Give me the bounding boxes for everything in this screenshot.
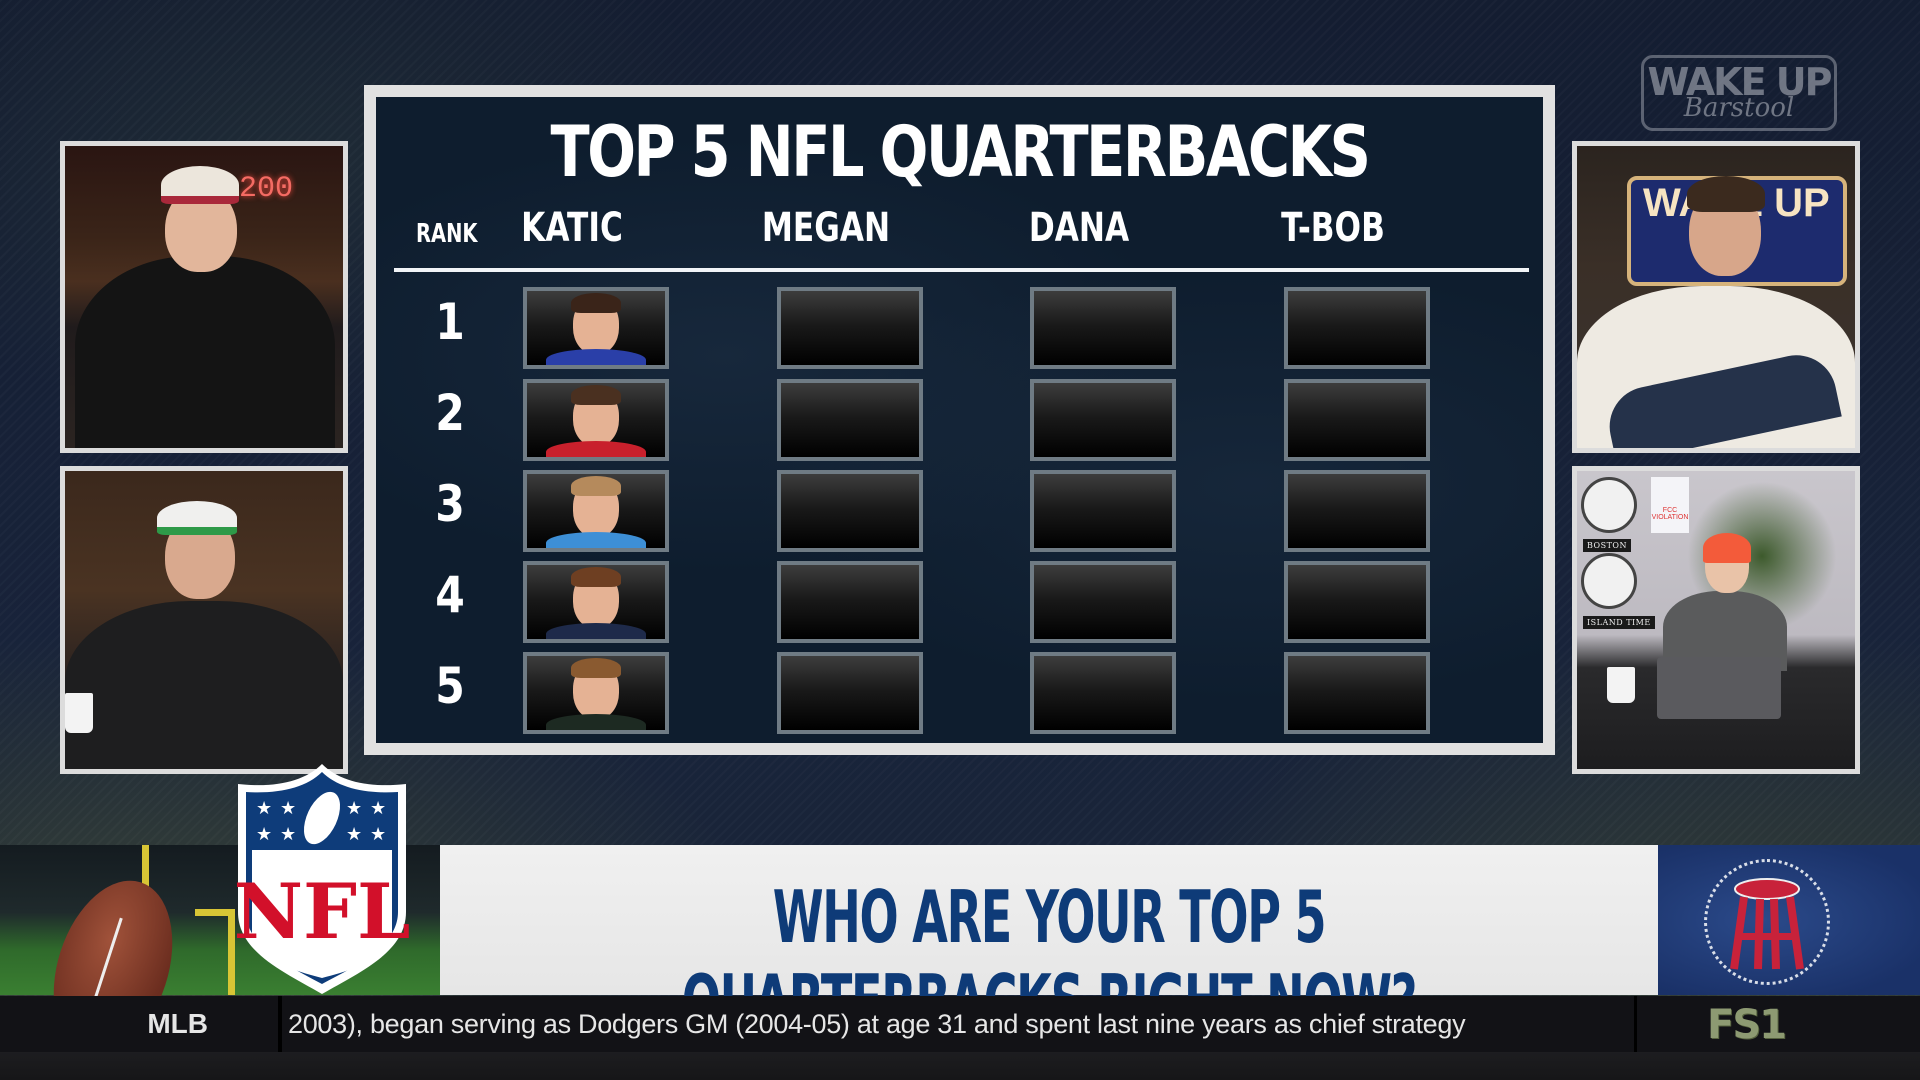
- host-torso: [65, 601, 343, 769]
- qb-jersey: [546, 349, 646, 365]
- goalpost-crossbar: [195, 909, 235, 916]
- dana-pick-4-slot: [1030, 561, 1176, 643]
- svg-text:★: ★: [256, 798, 272, 819]
- qb-hair: [571, 385, 621, 405]
- qb-jersey: [546, 623, 646, 639]
- rank-number-4: 4: [435, 566, 465, 624]
- megan-pick-1-slot: [777, 287, 923, 369]
- nfl-wordmark: NFL: [234, 867, 410, 956]
- logo-barstool-text: Barstool: [1683, 93, 1795, 123]
- qb-jersey: [546, 532, 646, 548]
- t-bob-pick-5-slot: [1284, 652, 1430, 734]
- logo-wake-up-text: WAKE UP: [1647, 60, 1833, 104]
- t-bob-pick-3-slot: [1284, 470, 1430, 552]
- host-person: [1577, 146, 1855, 448]
- dana-pick-3-slot: [1030, 470, 1176, 552]
- indiana-hat: [161, 166, 239, 204]
- goalpost-stand: [228, 909, 235, 995]
- orange-beanie: [1703, 533, 1751, 563]
- dana-pick-2-slot: [1030, 379, 1176, 461]
- host-person: [1577, 471, 1855, 769]
- qb-jersey: [546, 441, 646, 457]
- wake-up-barstool-logo: WAKE UP Barstool LIVE: [1641, 55, 1837, 158]
- katic-pick-3-slot: [523, 470, 669, 552]
- fcc-violation-sign: FCC VIOLATION: [1651, 477, 1689, 533]
- katic-pick-5-slot: [523, 652, 669, 734]
- wall-clock-island: [1581, 553, 1637, 609]
- megan-pick-4-slot: [777, 561, 923, 643]
- camera-feed-host-top-right: WAKE UP: [1572, 141, 1860, 453]
- question-banner: WHO ARE YOUR TOP 5 QUARTERBACKS RIGHT NO…: [440, 845, 1658, 1043]
- qb-jersey: [546, 714, 646, 730]
- stars-ring: [1704, 859, 1830, 985]
- host-person: [65, 146, 343, 448]
- ticker-category: MLB: [0, 996, 282, 1052]
- rank-number-3: 3: [435, 475, 465, 533]
- rank-number-2: 2: [435, 384, 465, 442]
- coffee-mug: [1607, 667, 1635, 703]
- ticker-headline: 2003), began serving as Dodgers GM (2004…: [288, 1009, 1466, 1039]
- katic-pick-1-slot: [523, 287, 669, 369]
- t-bob-pick-1-slot: [1284, 287, 1430, 369]
- svg-text:★: ★: [256, 824, 272, 845]
- dana-pick-5-slot: [1030, 652, 1176, 734]
- network-bug: FS1: [1634, 996, 1920, 1052]
- rank-number-5: 5: [435, 657, 465, 715]
- rank-number-1: 1: [435, 293, 465, 351]
- rankings-board: TOP 5 NFL QUARTERBACKS RANK KATIC MEGAN …: [376, 97, 1543, 743]
- nfl-shield-icon: ★ ★ ★ ★ ★ ★ ★ ★ NFL: [234, 764, 410, 994]
- camera-feed-host-bottom-right: BOSTON ISLAND TIME FCC VIOLATION: [1572, 466, 1860, 774]
- clock-label-boston: BOSTON: [1583, 539, 1631, 552]
- coffee-mug: [65, 693, 93, 733]
- column-header-megan: MEGAN: [761, 205, 891, 251]
- host-torso: [75, 256, 335, 448]
- laptop: [1657, 657, 1781, 719]
- katic-pick-4-slot: [523, 561, 669, 643]
- katic-pick-2-slot: [523, 379, 669, 461]
- svg-text:★: ★: [280, 824, 296, 845]
- goalpost-upright: [142, 845, 149, 905]
- rank-column-header: RANK: [416, 219, 478, 249]
- barstool-brand-panel: [1658, 845, 1920, 995]
- column-header-dana: DANA: [1028, 205, 1130, 251]
- qb-hair: [571, 658, 621, 678]
- camera-feed-host-bottom-left: [60, 466, 348, 774]
- svg-text:★: ★: [280, 798, 296, 819]
- bottom-strip: [0, 1052, 1920, 1080]
- column-header-t-bob: T-BOB: [1281, 205, 1385, 251]
- camera-feed-host-top-left: ST 200: [60, 141, 348, 453]
- dana-pick-1-slot: [1030, 287, 1176, 369]
- svg-text:★: ★: [370, 798, 386, 819]
- svg-text:★: ★: [370, 824, 386, 845]
- host-person: [65, 471, 343, 769]
- t-bob-pick-4-slot: [1284, 561, 1430, 643]
- qb-hair: [571, 476, 621, 496]
- t-bob-pick-2-slot: [1284, 379, 1430, 461]
- svg-text:★: ★: [346, 798, 362, 819]
- megan-pick-2-slot: [777, 379, 923, 461]
- megan-pick-5-slot: [777, 652, 923, 734]
- barstool-stool-icon: [1730, 878, 1804, 970]
- header-divider: [394, 268, 1529, 272]
- qb-hair: [571, 293, 621, 313]
- column-header-katic: KATIC: [521, 205, 623, 251]
- host-hair: [1687, 176, 1765, 212]
- megan-pick-3-slot: [777, 470, 923, 552]
- celtics-hat: [157, 501, 237, 535]
- wall-clock-boston: [1581, 477, 1637, 533]
- clock-label-island-time: ISLAND TIME: [1583, 616, 1655, 629]
- qb-hair: [571, 567, 621, 587]
- news-ticker: MLB 2003), began serving as Dodgers GM (…: [0, 996, 1920, 1052]
- board-title: TOP 5 NFL QUARTERBACKS: [550, 111, 1370, 193]
- fs1-logo: FS1: [1707, 1002, 1787, 1048]
- svg-text:★: ★: [346, 824, 362, 845]
